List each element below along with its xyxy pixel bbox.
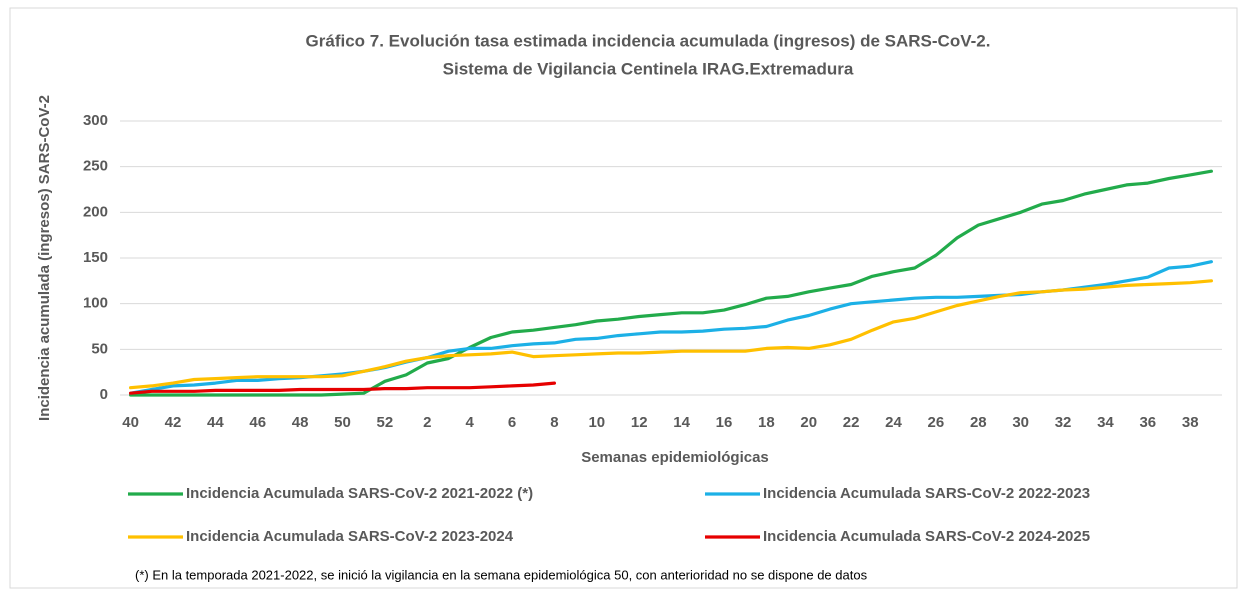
x-tick-label: 18 xyxy=(758,414,775,431)
x-axis-title: Semanas epidemiológicas xyxy=(581,449,769,466)
x-tick-label: 38 xyxy=(1182,414,1199,431)
series-line xyxy=(129,381,556,395)
x-tick-label: 34 xyxy=(1097,414,1114,431)
x-tick-label: 44 xyxy=(207,414,224,431)
footnote: (*) En la temporada 2021-2022, se inició… xyxy=(135,567,868,582)
x-tick-label: 2 xyxy=(423,414,431,431)
x-tick-label: 40 xyxy=(122,414,139,431)
chart-frame xyxy=(9,7,1238,589)
legend-label: Incidencia Acumulada SARS-CoV-2 2022-202… xyxy=(763,485,1090,502)
x-tick-label: 30 xyxy=(1012,414,1029,431)
x-tick-label: 20 xyxy=(800,414,817,431)
x-tick-label: 32 xyxy=(1055,414,1072,431)
x-tick-label: 6 xyxy=(508,414,516,431)
y-tick-label: 150 xyxy=(83,249,108,266)
y-tick-label: 200 xyxy=(83,203,108,220)
chart-title: Gráfico 7. Evolución tasa estimada incid… xyxy=(306,31,991,50)
x-tick-label: 10 xyxy=(588,414,605,431)
x-tick-label: 50 xyxy=(334,414,351,431)
legend-label: Incidencia Acumulada SARS-CoV-2 2021-202… xyxy=(186,485,533,502)
x-tick-label: 48 xyxy=(292,414,309,431)
x-tick-label: 12 xyxy=(631,414,648,431)
x-tick-label: 46 xyxy=(249,414,266,431)
legend-label: Incidencia Acumulada SARS-CoV-2 2024-202… xyxy=(763,528,1090,545)
x-tick-label: 22 xyxy=(843,414,860,431)
x-tick-label: 26 xyxy=(928,414,945,431)
x-tick-label: 52 xyxy=(377,414,394,431)
y-tick-label: 0 xyxy=(100,386,108,403)
y-axis-title: Incidencia acumulada (ingresos) SARS-CoV… xyxy=(36,95,53,421)
y-tick-label: 100 xyxy=(83,295,108,312)
x-tick-label: 14 xyxy=(673,414,690,431)
x-tick-label: 16 xyxy=(716,414,733,431)
x-tick-label: 42 xyxy=(165,414,182,431)
series-line xyxy=(129,169,1213,397)
x-tick-label: 4 xyxy=(466,414,475,431)
y-tick-label: 50 xyxy=(91,340,108,357)
x-tick-label: 36 xyxy=(1139,414,1156,431)
x-tick-label: 8 xyxy=(550,414,558,431)
x-tick-label: 24 xyxy=(885,414,902,431)
chart-subtitle: Sistema de Vigilancia Centinela IRAG.Ext… xyxy=(443,59,854,78)
legend-label: Incidencia Acumulada SARS-CoV-2 2023-202… xyxy=(186,528,514,545)
x-tick-label: 28 xyxy=(970,414,987,431)
y-tick-label: 250 xyxy=(83,158,108,175)
y-tick-label: 300 xyxy=(83,112,108,129)
series-line xyxy=(129,279,1213,390)
